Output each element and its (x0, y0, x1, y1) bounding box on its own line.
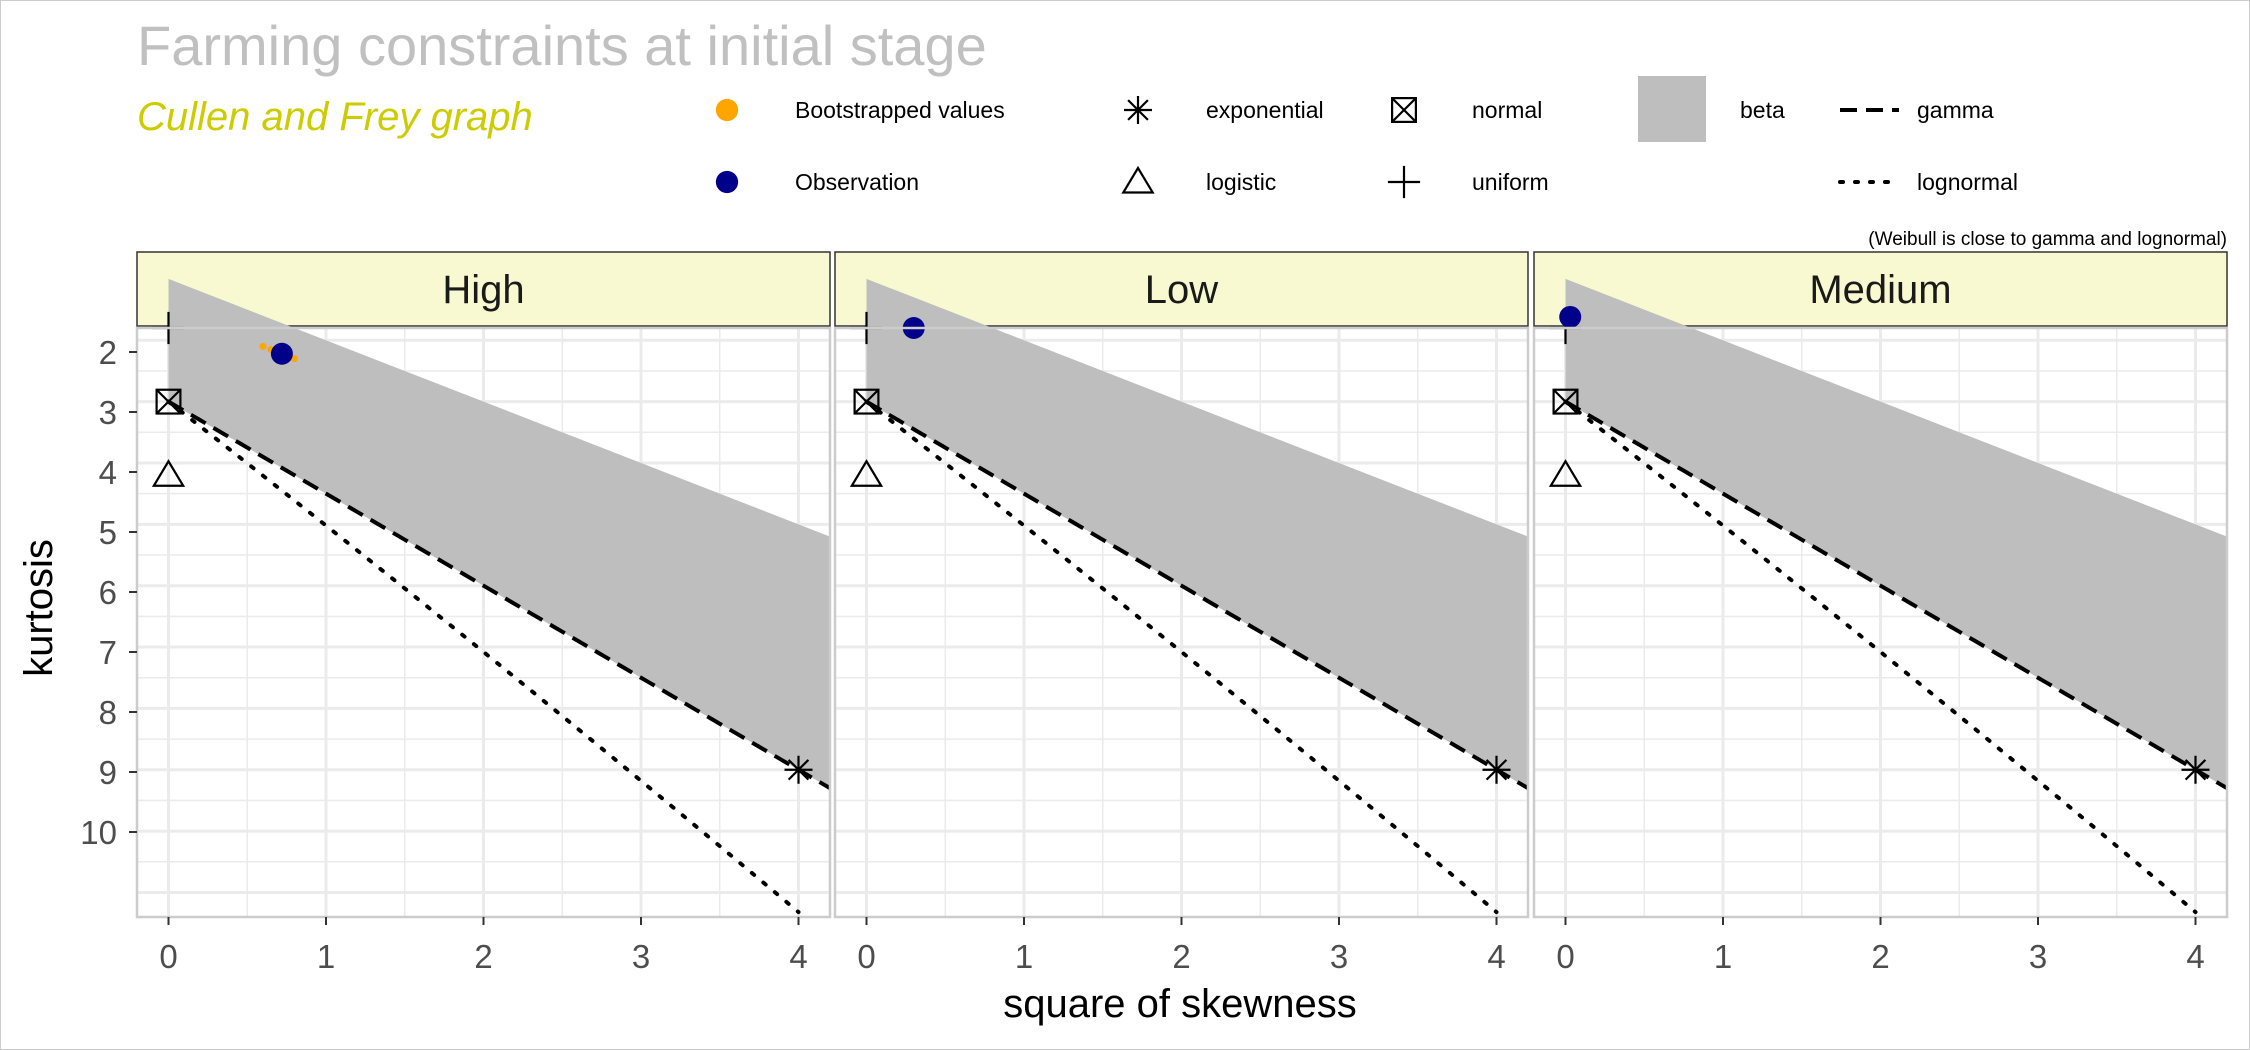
logistic-marker-low (849, 459, 884, 487)
panels: High 0 1 2 3 4 Low 0 1 2 3 4 Medium 0 1 2 3 4 2 3 4 5 6 7 8 9 10 (80, 251, 2229, 975)
legend-label-logistic: logistic (1206, 169, 1276, 195)
x-tick-label-low: 2 (1172, 938, 1190, 975)
legend-key-logistic (1121, 165, 1155, 194)
y-tick-label: 6 (99, 574, 117, 611)
legend-item-uniform: uniform (1387, 165, 1549, 199)
legend-label-uniform: uniform (1472, 169, 1549, 195)
logistic-marker-medium (1548, 459, 1583, 487)
y-tick-label: 8 (99, 694, 117, 731)
legend-key-observation (715, 170, 739, 194)
chart-subtitle: Cullen and Frey graph (137, 95, 533, 139)
beta-region-medium (1565, 278, 2227, 789)
exponential-marker-medium (2181, 755, 2210, 784)
gamma-line-high (167, 399, 832, 790)
panel-high: High 0 1 2 3 4 (135, 251, 832, 975)
legend-item-logistic: logistic (1121, 165, 1276, 195)
bootstrap-point-high (259, 342, 267, 350)
legend-item-bootstrapped-values: Bootstrapped values (715, 97, 1005, 123)
legend-key-bootstrapped-values (715, 98, 739, 122)
panel-title-high: High (442, 268, 524, 312)
normal-marker-low (853, 388, 880, 415)
y-tick-label: 9 (99, 754, 117, 791)
exponential-marker-high (784, 755, 813, 784)
gamma-line-low (865, 399, 1530, 790)
legend-label-lognormal: lognormal (1917, 169, 2018, 195)
chart-title: Farming constraints at initial stage (137, 14, 987, 77)
legend-key-uniform (1387, 165, 1421, 199)
legend-key-normal (1390, 96, 1417, 123)
y-tick-label: 5 (99, 514, 117, 551)
panel-medium: Medium 0 1 2 3 4 (1532, 251, 2229, 975)
normal-marker-medium (1552, 388, 1579, 415)
beta-region-low (866, 278, 1528, 789)
legend-item-gamma: gamma (1840, 97, 1994, 123)
legend-item-lognormal: lognormal (1838, 169, 2018, 195)
logistic-marker-high (151, 459, 186, 487)
legend-swatch-beta (1638, 76, 1706, 142)
x-tick-label-low: 1 (1015, 938, 1033, 975)
exponential-marker-low (1482, 755, 1511, 784)
x-tick-label-medium: 1 (1714, 938, 1732, 975)
normal-marker-high (155, 388, 182, 415)
legend-key-exponential (1124, 96, 1152, 124)
observation-point-medium (1559, 305, 1582, 328)
legend-label-gamma: gamma (1917, 97, 1994, 123)
observation-point-high (270, 342, 293, 365)
legend-label-exponential: exponential (1206, 97, 1324, 123)
legend-label-normal: normal (1472, 97, 1542, 123)
legend-note: (Weibull is close to gamma and lognormal… (1868, 229, 2227, 250)
legend-label-observation: Observation (795, 169, 919, 195)
x-tick-label-low: 4 (1487, 938, 1505, 975)
x-tick-label-low: 0 (857, 938, 875, 975)
x-tick-label-high: 1 (317, 938, 335, 975)
legend-item-normal: normal (1390, 96, 1542, 123)
x-tick-label-high: 3 (632, 938, 650, 975)
lognormal-line-low (864, 399, 1499, 915)
lognormal-line-high (166, 399, 801, 915)
x-tick-label-medium: 2 (1871, 938, 1889, 975)
panel-title-low: Low (1145, 268, 1218, 312)
legend-label-bootstrapped-values: Bootstrapped values (795, 97, 1005, 123)
x-tick-label-high: 2 (474, 938, 492, 975)
legend-item-beta: beta (1638, 76, 1785, 142)
x-tick-label-medium: 3 (2029, 938, 2047, 975)
y-tick-label: 3 (99, 394, 117, 431)
legend: Bootstrapped values Observation exponentia… (715, 76, 2018, 199)
x-tick-label-medium: 0 (1556, 938, 1574, 975)
panel-title-medium: Medium (1809, 268, 1951, 312)
panel-low: Low 0 1 2 3 4 (833, 251, 1530, 975)
legend-item-observation: Observation (715, 169, 919, 195)
x-axis-title: square of skewness (1003, 982, 1357, 1026)
y-axis-title: kurtosis (17, 539, 61, 677)
x-tick-label-high: 4 (789, 938, 807, 975)
x-tick-label-medium: 4 (2186, 938, 2204, 975)
y-tick-label: 7 (99, 634, 117, 671)
y-tick-label: 4 (99, 454, 117, 491)
x-tick-label-high: 0 (159, 938, 177, 975)
legend-item-exponential: exponential (1124, 96, 1324, 124)
beta-region-high (168, 278, 830, 789)
y-tick-label: 10 (80, 814, 117, 851)
lognormal-line-medium (1563, 399, 2198, 915)
y-tick-label: 2 (99, 334, 117, 371)
gamma-line-medium (1564, 399, 2229, 790)
legend-label-beta: beta (1740, 97, 1785, 123)
x-tick-label-low: 3 (1330, 938, 1348, 975)
